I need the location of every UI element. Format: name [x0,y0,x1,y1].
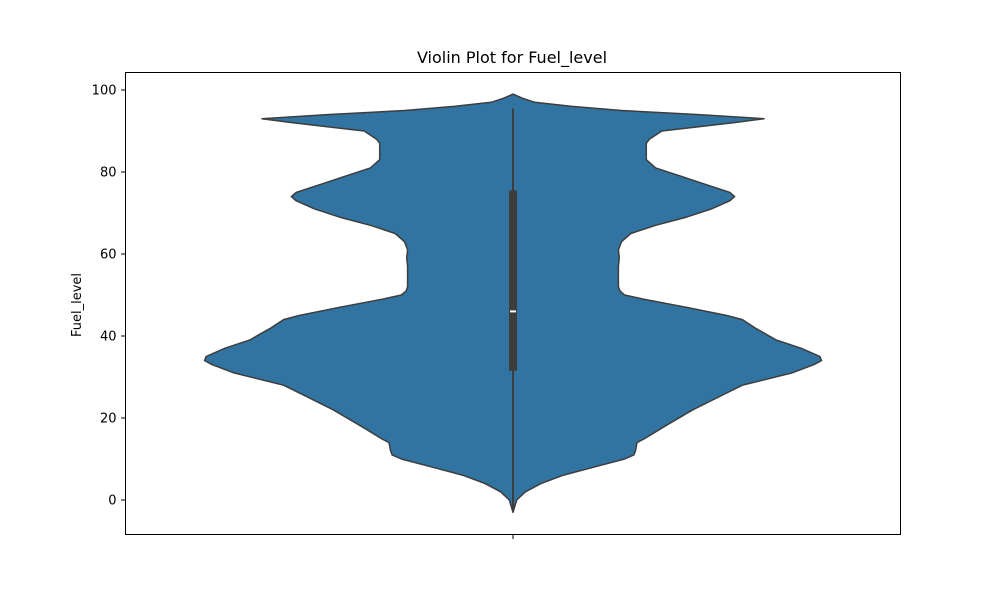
axes-layer [125,72,901,539]
y-tick-label: 40 [100,330,117,345]
y-ticks: 0 20 40 60 80 100 [92,84,126,509]
chart-title: Violin Plot for Fuel_level [417,48,607,68]
y-tick-label: 20 [100,412,117,427]
iqr-box [509,190,517,371]
y-axis-label: Fuel_level [70,273,85,337]
y-tick-label: 100 [92,84,117,99]
box-layer [509,108,517,513]
y-tick-label: 80 [100,166,117,181]
y-tick-label: 0 [108,494,116,509]
y-tick-label: 60 [100,248,117,263]
